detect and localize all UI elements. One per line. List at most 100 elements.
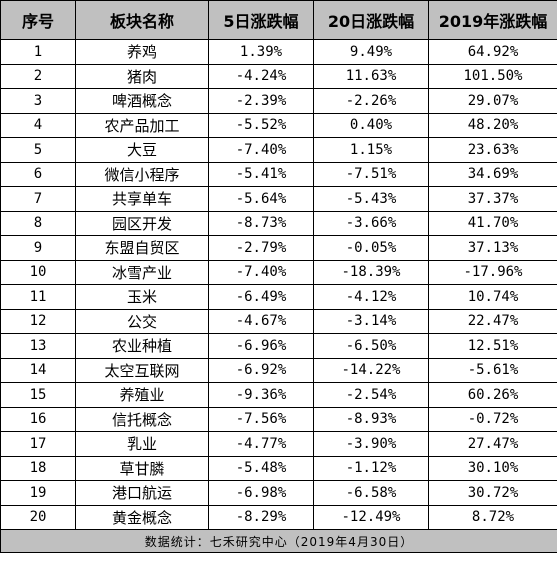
cell-change-5d: 1.39% <box>208 39 314 65</box>
table-row: 15 养殖业 -9.36% -2.54% 60.26% <box>0 382 557 408</box>
cell-change-5d: -8.73% <box>208 210 314 236</box>
cell-change-20d: -0.05% <box>313 235 429 261</box>
cell-change-20d: -5.43% <box>313 186 429 212</box>
cell-change-5d: -6.92% <box>208 357 314 383</box>
cell-change-ytd: 34.69% <box>428 161 557 187</box>
cell-index: 20 <box>0 504 76 530</box>
cell-index: 15 <box>0 382 76 408</box>
cell-change-5d: -5.48% <box>208 455 314 481</box>
cell-change-ytd: 37.37% <box>428 186 557 212</box>
cell-change-5d: -5.52% <box>208 112 314 138</box>
cell-change-ytd: -17.96% <box>428 259 557 285</box>
cell-index: 17 <box>0 431 76 457</box>
table-row: 11 玉米 -6.49% -4.12% 10.74% <box>0 284 557 310</box>
cell-change-ytd: 30.10% <box>428 455 557 481</box>
table-row: 6 微信小程序 -5.41% -7.51% 34.69% <box>0 161 557 187</box>
cell-change-20d: 9.49% <box>313 39 429 65</box>
cell-change-ytd: 12.51% <box>428 333 557 359</box>
cell-index: 5 <box>0 137 76 163</box>
cell-change-5d: -2.39% <box>208 88 314 114</box>
cell-change-ytd: -5.61% <box>428 357 557 383</box>
cell-change-ytd: 27.47% <box>428 431 557 457</box>
cell-change-5d: -2.79% <box>208 235 314 261</box>
cell-index: 16 <box>0 406 76 432</box>
cell-sector: 园区开发 <box>75 210 209 236</box>
table-row: 17 乳业 -4.77% -3.90% 27.47% <box>0 431 557 457</box>
table-row: 9 东盟自贸区 -2.79% -0.05% 37.13% <box>0 235 557 261</box>
cell-change-5d: -7.40% <box>208 137 314 163</box>
cell-index: 13 <box>0 333 76 359</box>
cell-change-20d: -4.12% <box>313 284 429 310</box>
cell-change-5d: -4.67% <box>208 308 314 334</box>
cell-change-ytd: 41.70% <box>428 210 557 236</box>
cell-index: 19 <box>0 480 76 506</box>
table-row: 14 太空互联网 -6.92% -14.22% -5.61% <box>0 357 557 383</box>
cell-change-ytd: 29.07% <box>428 88 557 114</box>
cell-index: 8 <box>0 210 76 236</box>
cell-sector: 草甘膦 <box>75 455 209 481</box>
cell-sector: 大豆 <box>75 137 209 163</box>
sector-performance-table: 序号 板块名称 5日涨跌幅 20日涨跌幅 2019年涨跌幅 1 养鸡 1.39% 9.… <box>0 0 557 553</box>
cell-change-5d: -6.98% <box>208 480 314 506</box>
cell-index: 2 <box>0 63 76 89</box>
cell-change-20d: -8.93% <box>313 406 429 432</box>
cell-index: 7 <box>0 186 76 212</box>
cell-sector: 玉米 <box>75 284 209 310</box>
cell-change-ytd: 10.74% <box>428 284 557 310</box>
cell-sector: 养殖业 <box>75 382 209 408</box>
cell-change-20d: -6.50% <box>313 333 429 359</box>
header-change-ytd: 2019年涨跌幅 <box>428 0 557 40</box>
cell-change-ytd: 23.63% <box>428 137 557 163</box>
cell-index: 9 <box>0 235 76 261</box>
cell-sector: 东盟自贸区 <box>75 235 209 261</box>
cell-index: 18 <box>0 455 76 481</box>
table-row: 4 农产品加工 -5.52% 0.40% 48.20% <box>0 112 557 138</box>
table-row: 13 农业种植 -6.96% -6.50% 12.51% <box>0 333 557 359</box>
table-row: 8 园区开发 -8.73% -3.66% 41.70% <box>0 210 557 236</box>
cell-sector: 乳业 <box>75 431 209 457</box>
cell-index: 4 <box>0 112 76 138</box>
table-row: 10 冰雪产业 -7.40% -18.39% -17.96% <box>0 259 557 285</box>
cell-sector: 信托概念 <box>75 406 209 432</box>
cell-index: 6 <box>0 161 76 187</box>
cell-sector: 养鸡 <box>75 39 209 65</box>
table-row: 2 猪肉 -4.24% 11.63% 101.50% <box>0 63 557 89</box>
table-row: 7 共享单车 -5.64% -5.43% 37.37% <box>0 186 557 212</box>
cell-change-5d: -5.64% <box>208 186 314 212</box>
cell-sector: 农业种植 <box>75 333 209 359</box>
header-row: 序号 板块名称 5日涨跌幅 20日涨跌幅 2019年涨跌幅 <box>0 0 557 40</box>
table-row: 20 黄金概念 -8.29% -12.49% 8.72% <box>0 504 557 530</box>
cell-change-5d: -6.96% <box>208 333 314 359</box>
cell-sector: 冰雪产业 <box>75 259 209 285</box>
cell-index: 11 <box>0 284 76 310</box>
cell-change-5d: -4.77% <box>208 431 314 457</box>
cell-change-20d: -2.54% <box>313 382 429 408</box>
cell-index: 1 <box>0 39 76 65</box>
header-change-5d: 5日涨跌幅 <box>208 0 314 40</box>
table-row: 19 港口航运 -6.98% -6.58% 30.72% <box>0 480 557 506</box>
cell-change-20d: -12.49% <box>313 504 429 530</box>
cell-change-20d: -3.66% <box>313 210 429 236</box>
cell-index: 10 <box>0 259 76 285</box>
cell-sector: 公交 <box>75 308 209 334</box>
cell-sector: 猪肉 <box>75 63 209 89</box>
cell-change-ytd: 22.47% <box>428 308 557 334</box>
header-change-20d: 20日涨跌幅 <box>313 0 429 40</box>
cell-change-5d: -8.29% <box>208 504 314 530</box>
header-index: 序号 <box>0 0 76 40</box>
cell-change-5d: -9.36% <box>208 382 314 408</box>
footer-row: 数据统计：七禾研究中心（2019年4月30日） <box>0 529 557 553</box>
footer-note: 数据统计：七禾研究中心（2019年4月30日） <box>0 529 557 553</box>
cell-change-20d: 1.15% <box>313 137 429 163</box>
cell-change-ytd: 48.20% <box>428 112 557 138</box>
cell-change-20d: -7.51% <box>313 161 429 187</box>
table-row: 12 公交 -4.67% -3.14% 22.47% <box>0 308 557 334</box>
cell-change-20d: -14.22% <box>313 357 429 383</box>
table-row: 16 信托概念 -7.56% -8.93% -0.72% <box>0 406 557 432</box>
cell-change-20d: -2.26% <box>313 88 429 114</box>
cell-index: 12 <box>0 308 76 334</box>
cell-change-20d: 0.40% <box>313 112 429 138</box>
table-row: 5 大豆 -7.40% 1.15% 23.63% <box>0 137 557 163</box>
cell-change-5d: -7.56% <box>208 406 314 432</box>
cell-sector: 港口航运 <box>75 480 209 506</box>
